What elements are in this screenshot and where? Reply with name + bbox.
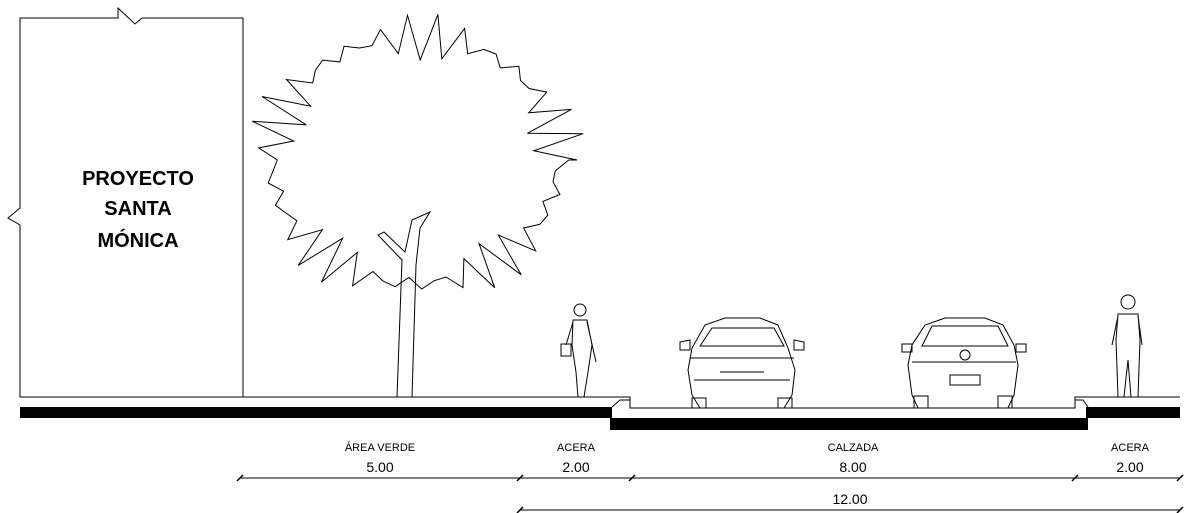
slab	[1086, 407, 1180, 418]
tree	[252, 14, 583, 397]
street-section: PROYECTO SANTA MÓNICA ÁREA VERDE 5.00 AC…	[0, 0, 1192, 513]
car	[680, 318, 804, 408]
car	[902, 318, 1026, 408]
ground-line	[20, 397, 1180, 408]
pedestrian	[1112, 295, 1142, 397]
dimension-label: CALZADA	[828, 442, 879, 454]
building-label: MÓNICA	[97, 228, 178, 252]
building-label: SANTA	[104, 198, 171, 220]
slab	[20, 407, 612, 418]
dimension-value: 8.00	[839, 459, 866, 475]
building-label: PROYECTO	[82, 168, 194, 190]
dimension-value: 2.00	[562, 459, 589, 475]
total-value: 12.00	[832, 491, 867, 507]
dimension-label: ACERA	[557, 442, 596, 454]
dimension-value: 2.00	[1116, 459, 1143, 475]
curb	[612, 400, 1088, 407]
slab	[610, 418, 1088, 430]
tree-trunk	[378, 212, 430, 397]
dimension-label: ACERA	[1111, 442, 1150, 454]
dimension-ticks	[237, 475, 1183, 513]
dimension-label: ÁREA VERDE	[345, 441, 415, 454]
dimension-line	[240, 478, 1180, 510]
dimension-value: 5.00	[366, 459, 393, 475]
pedestrian	[561, 304, 596, 397]
